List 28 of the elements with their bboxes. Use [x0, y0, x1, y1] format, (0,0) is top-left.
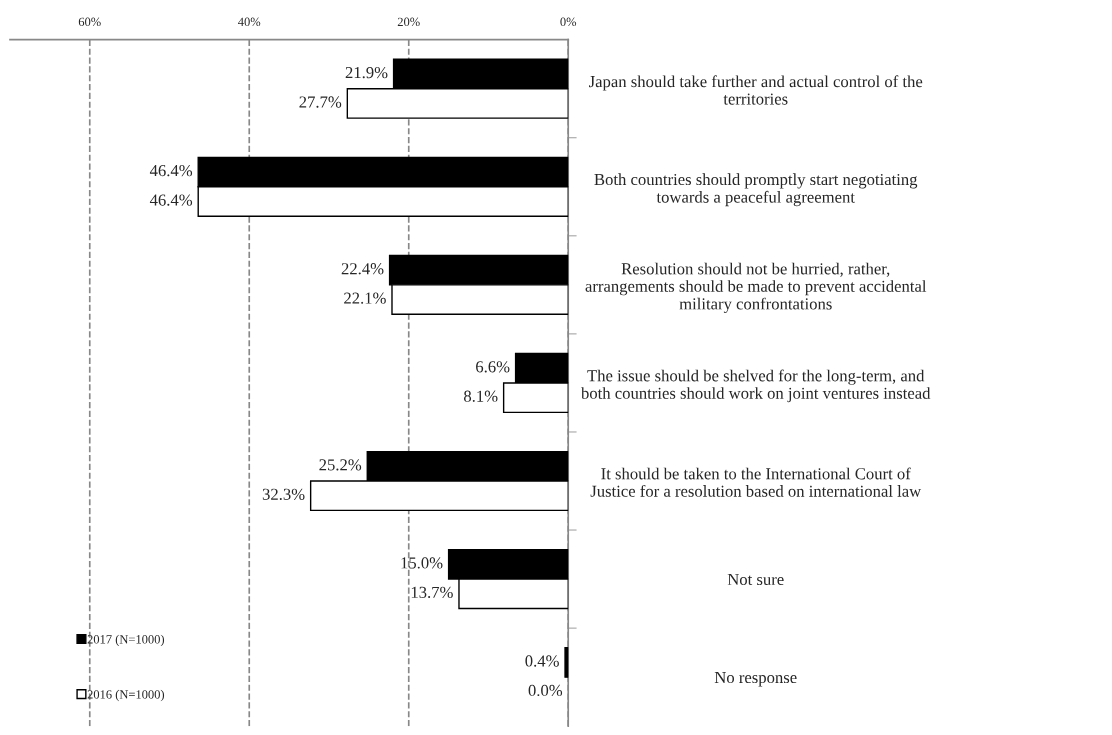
y-tick-label: Not sure: [727, 573, 784, 586]
data-label: 32.3%: [262, 488, 305, 500]
y-tick-label: Resolution should not be hurried, rather, arrangements should be made to prevent accidental military confrontations: [585, 262, 927, 313]
data-label: 15.0%: [401, 557, 443, 569]
y-tick-label: No response: [714, 672, 797, 687]
data-label: 27.7%: [299, 96, 342, 108]
bar: [564, 647, 569, 678]
data-label: 22.1%: [344, 292, 386, 304]
x-tick-label: 60%: [78, 17, 101, 27]
data-label: 0.4%: [525, 655, 559, 667]
y-tick-label: Japan should take further and actual control of the territories: [589, 75, 923, 105]
data-label: 13.7%: [411, 586, 453, 599]
data-label: 6.6%: [476, 361, 510, 373]
y-tick-label: It should be taken to the International Court of Justice for a resolution based on international law: [590, 467, 922, 497]
x-tick-label: 20%: [397, 17, 420, 27]
x-tick-label: 0%: [560, 17, 577, 27]
data-label: 8.1%: [464, 390, 498, 402]
data-label: 46.4%: [149, 165, 193, 177]
data-label: 25.2%: [319, 459, 362, 471]
x-tick-label: 40%: [238, 17, 261, 27]
legend-label: 2017 (N=1000): [87, 634, 165, 647]
data-label: 0.0%: [528, 684, 563, 697]
y-tick-label: Both countries should promptly start negotiating towards a peaceful agreement: [594, 173, 918, 207]
data-label: 46.4%: [149, 194, 193, 206]
data-label: 21.9%: [345, 66, 388, 79]
legend-label: 2016 (N=1000): [87, 689, 165, 702]
y-tick-label: The issue should be shelved for the long-term, and both countries should work on joint ventures instead: [580, 369, 931, 403]
data-label: 22.4%: [341, 263, 384, 275]
